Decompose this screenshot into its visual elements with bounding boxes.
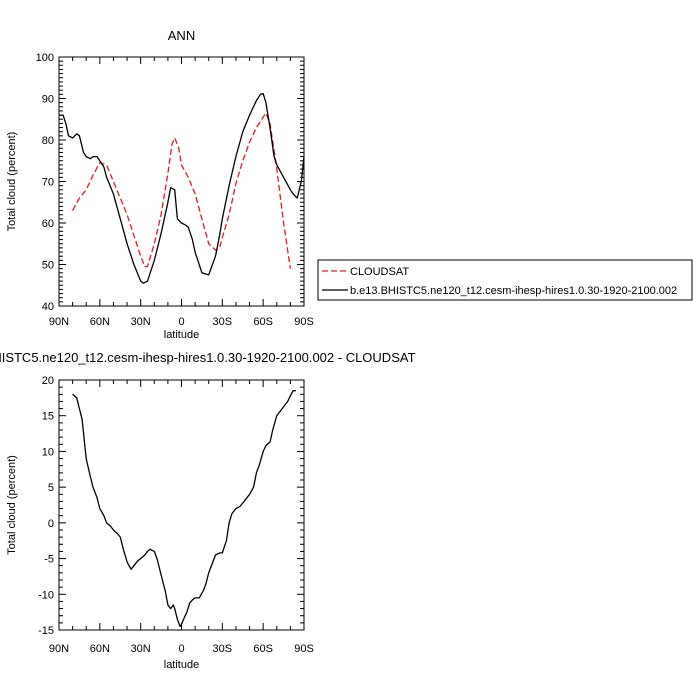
x-tick-label: 60S (253, 643, 273, 655)
y-tick-label: 90 (42, 94, 54, 106)
series-line-b-e13-bhistc5-ne120- (59, 92, 305, 284)
plot-frame (58, 56, 305, 307)
y-tick-label: 5 (48, 482, 54, 494)
series-line-cloudsat (72, 112, 292, 269)
y-tick-label: -10 (38, 589, 54, 601)
x-tick-label: 0 (178, 316, 184, 328)
x-tick-label: 90N (49, 643, 69, 655)
legend-entry-label: b.e13.BHISTC5.ne120_t12.cesm-ihesp-hires… (350, 285, 677, 297)
legend-entry-label: CLOUDSAT (350, 266, 409, 278)
y-tick-label: 80 (42, 135, 54, 147)
chart-title: ANN (168, 28, 195, 43)
x-tick-label: 60S (253, 316, 273, 328)
x-tick-label: 90S (294, 643, 314, 655)
chart-title: b.e13.BHISTC5.ne120_t12.cesm-ihesp-hires… (0, 350, 416, 365)
y-axis-title: Total cloud (percent) (6, 132, 18, 232)
y-tick-label: 15 (42, 411, 54, 423)
x-tick-label: 0 (178, 643, 184, 655)
y-tick-label: -5 (44, 554, 54, 566)
y-tick-label: 50 (42, 260, 54, 272)
chart-panel-2: b.e13.BHISTC5.ne120_t12.cesm-ihesp-hires… (0, 350, 416, 671)
y-tick-label: -15 (38, 625, 54, 637)
chart-panel-1: ANN 90N 60N 30N 0 30S 60S 90S 40 50 60 70 80 90 100 lat… (6, 28, 693, 341)
x-tick-label: 90N (49, 316, 69, 328)
y-axis-title: Total cloud (percent) (6, 455, 18, 555)
y-tick-label: 70 (42, 177, 54, 189)
legend: CLOUDSAT b.e13.BHISTC5.ne120_t12.cesm-ihe… (317, 259, 693, 301)
y-tick-label: 100 (36, 52, 54, 64)
y-tick-label: 20 (42, 375, 54, 387)
series-line-difference (72, 390, 296, 628)
x-tick-label: 90S (294, 316, 314, 328)
x-tick-label: 30S (213, 316, 233, 328)
plot-frame (58, 379, 305, 631)
x-tick-label: 30N (131, 316, 151, 328)
y-tick-label: 0 (48, 518, 54, 530)
y-tick-label: 10 (42, 446, 54, 458)
x-tick-label: 30N (131, 643, 151, 655)
legend-box (317, 259, 693, 301)
y-tick-label: 60 (42, 218, 54, 230)
x-axis-title: latitude (164, 329, 199, 341)
x-tick-label: 60N (90, 316, 110, 328)
x-tick-label: 60N (90, 643, 110, 655)
x-axis-title: latitude (164, 659, 199, 671)
x-tick-label: 30S (213, 643, 233, 655)
y-tick-label: 40 (42, 301, 54, 313)
